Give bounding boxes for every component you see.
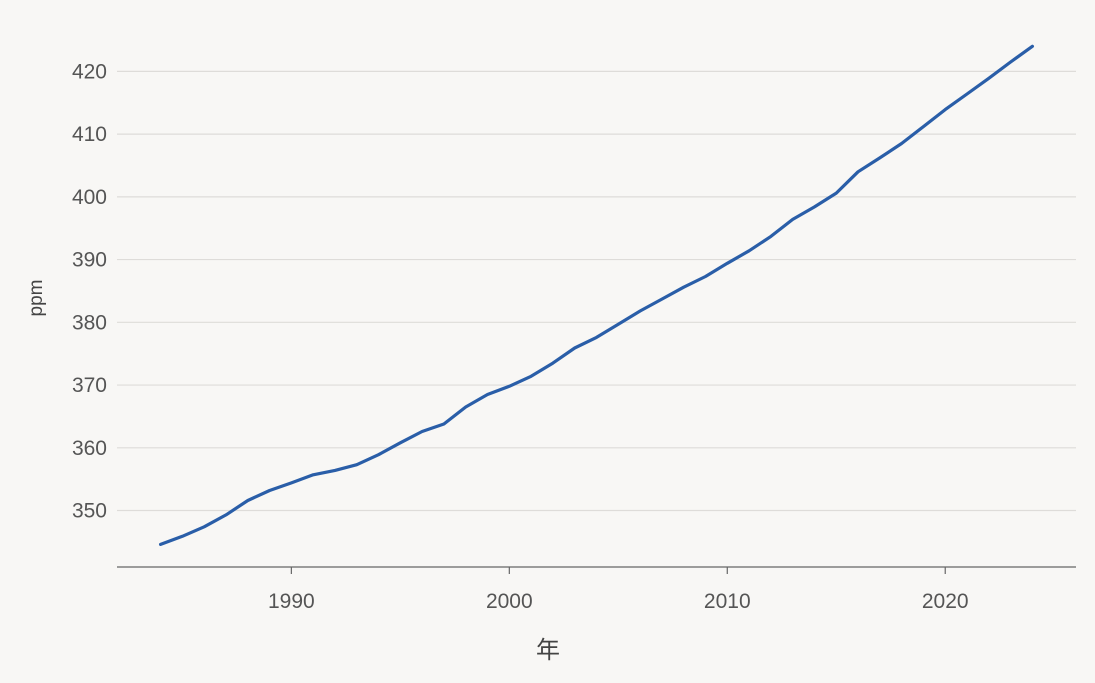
y-axis: 350 360 370 380 390 400 410 420 — [72, 60, 107, 522]
x-tick-labels: 1990 2000 2010 2020 — [268, 590, 969, 613]
x-tick-label-2000: 2000 — [486, 590, 533, 613]
y-tick-label-380: 380 — [72, 311, 107, 334]
y-tick-label-400: 400 — [72, 186, 107, 209]
y-tick-label-420: 420 — [72, 60, 107, 83]
y-tick-label-350: 350 — [72, 500, 107, 523]
y-tick-label-370: 370 — [72, 374, 107, 397]
x-axis-title: 年 — [536, 637, 560, 664]
y-tick-label-410: 410 — [72, 123, 107, 146]
series-line-0 — [159, 44, 1034, 546]
y-tick-label-390: 390 — [72, 249, 107, 272]
series-layer — [159, 44, 1034, 546]
x-axis — [117, 566, 1076, 574]
gridlines — [117, 70, 1076, 512]
x-tick-label-2020: 2020 — [922, 590, 969, 613]
y-axis-title: ppm — [26, 280, 47, 317]
x-tick-label-1990: 1990 — [268, 590, 315, 613]
x-tick-label-2010: 2010 — [704, 590, 751, 613]
y-tick-label-360: 360 — [72, 437, 107, 460]
